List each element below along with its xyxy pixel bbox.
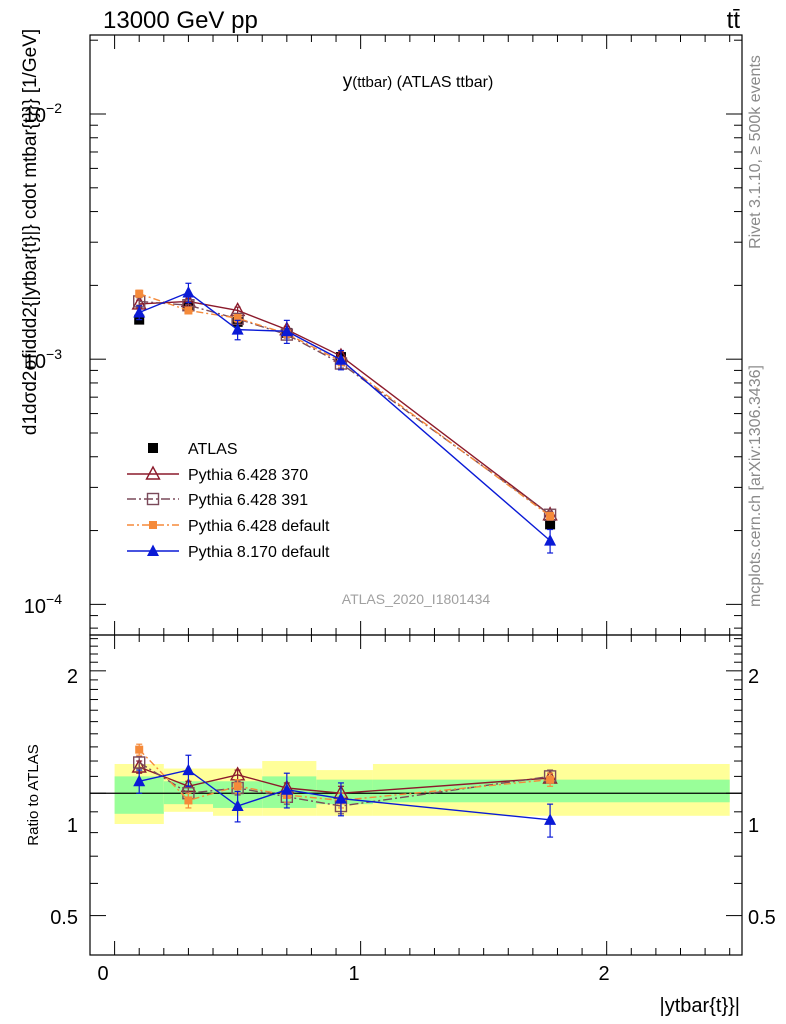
series-point-p8def	[231, 323, 244, 335]
ratio-point-p391	[133, 756, 146, 769]
series-line-p6def	[138, 293, 551, 517]
header-left: 13000 GeV pp	[103, 7, 258, 34]
ratio-line-p370	[138, 766, 551, 794]
ratio-ylabel: Ratio to ATLAS	[25, 744, 42, 845]
analysis-id: ATLAS_2020_I1801434	[342, 591, 491, 607]
header-right: tt̄	[727, 7, 741, 34]
ratio-ytick-label-0.5-right: 0.5	[748, 907, 776, 929]
ratio-frame	[89, 634, 743, 956]
ratio-band-inner	[372, 779, 730, 803]
ratio-ytick-label-2-right: 2	[748, 666, 759, 688]
series-point-p8def	[280, 324, 293, 337]
ratio-ytick-label-1-right: 1	[748, 815, 759, 837]
series-line-p8def	[138, 291, 551, 542]
xtick-label-0: 0	[97, 963, 108, 985]
ratio-point-p6def	[135, 745, 144, 754]
atlas-point	[545, 519, 556, 530]
x-axis-label: |ytbar{t}}|	[660, 995, 740, 1017]
legend-marker-atlas	[148, 443, 158, 453]
legend-label-p391: Pythia 6.428 391	[188, 492, 308, 509]
ratio-point-p8def	[231, 799, 244, 812]
ratio-point-p6def	[184, 796, 193, 805]
series-point-p8def	[182, 286, 195, 298]
ratio-point-p6def	[546, 775, 555, 784]
legend-marker-p391	[146, 492, 160, 506]
series-line-p370	[139, 300, 551, 516]
ratio-line-p6def	[138, 749, 551, 802]
ratio-ytick-label-1: 1	[67, 815, 78, 837]
ratio-panel: 2 1 0.5 2 1 0.5 Ratio to ATLAS	[25, 634, 776, 956]
ytick-label-1e-2: 10−2	[24, 100, 62, 127]
series-point-p6def	[233, 314, 242, 323]
series-point-p6def	[546, 512, 555, 521]
main-panel: y(ttbar) (ATLAS ttbar) ATLAS_2020_I18014…	[20, 29, 743, 636]
ratio-point-p6def	[233, 782, 242, 791]
ytick-label-1e-3: 10−3	[24, 346, 62, 373]
series-line-p391	[139, 300, 551, 516]
ratio-line-p391	[138, 761, 551, 807]
legend-label-atlas: ATLAS	[188, 441, 238, 458]
legend-label-p6def: Pythia 6.428 default	[188, 518, 330, 535]
series-point-p6def	[135, 289, 144, 298]
legend: ATLAS Pythia 6.428 370 Pythia 6.428 391 …	[127, 441, 330, 561]
ratio-ytick-label-0.5: 0.5	[50, 907, 78, 929]
ratio-line-p8def	[139, 769, 551, 821]
ratio-point-p8def	[182, 763, 195, 776]
ratio-point-p8def	[334, 792, 347, 804]
ratio-point-p8def	[280, 783, 293, 795]
series-point-p8def	[334, 353, 347, 365]
rivet-label: Rivet 3.1.10, ≥ 500k events	[747, 55, 764, 249]
main-title: y(ttbar) (ATLAS ttbar)	[343, 71, 494, 92]
legend-marker-p6def	[149, 521, 157, 529]
legend-label-p8def: Pythia 8.170 default	[188, 544, 330, 561]
series-point-p6def	[184, 306, 193, 315]
xtick-label-2: 2	[598, 963, 609, 985]
ratio-point-p8def	[133, 774, 146, 787]
main-ylabel: d1dσd2σfiddd2{|ytbar{t}|} cdot mtbar{t}}…	[20, 29, 41, 435]
series-point-p8def	[133, 306, 146, 318]
mcplots-label: mcplots.cern.ch [arXiv:1306.3436]	[747, 365, 764, 607]
xtick-label-1: 1	[348, 963, 359, 985]
legend-label-p370: Pythia 6.428 370	[188, 467, 308, 484]
ytick-label-1e-4: 10−4	[24, 591, 62, 618]
legend-marker-p370	[145, 465, 161, 480]
ratio-point-p8def	[544, 813, 557, 825]
legend-marker-p8def	[147, 544, 159, 556]
ratio-ytick-label-2: 2	[67, 666, 78, 688]
series-point-p8def	[544, 534, 557, 546]
